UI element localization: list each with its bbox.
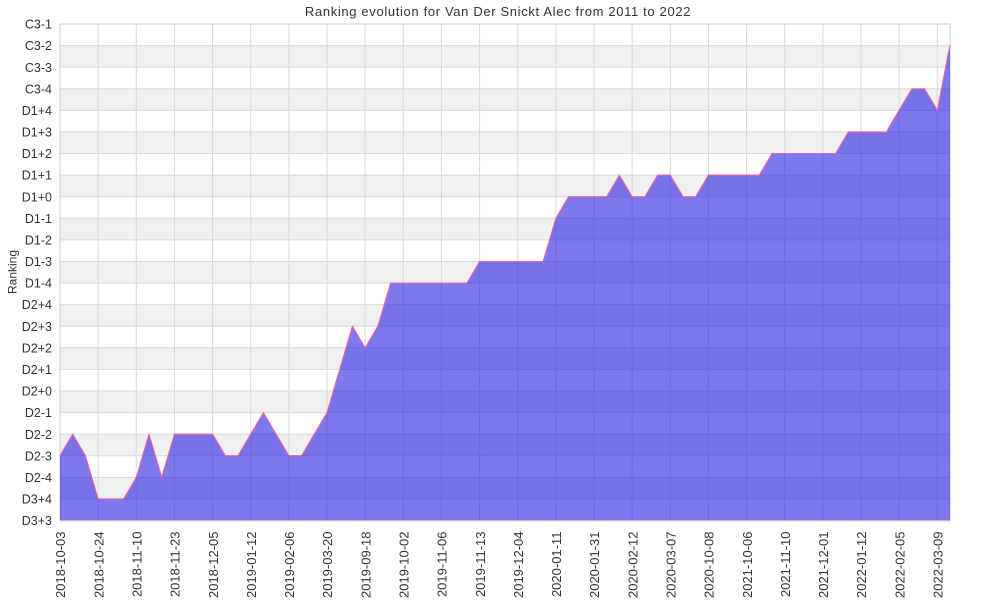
- svg-text:D3+4: D3+4: [22, 493, 52, 507]
- svg-text:Ranking evolution for Van Der: Ranking evolution for Van Der Snickt Ale…: [305, 4, 691, 19]
- svg-text:C3-3: C3-3: [25, 61, 52, 75]
- svg-text:2019-01-12: 2019-01-12: [244, 532, 259, 599]
- svg-text:2018-10-03: 2018-10-03: [53, 532, 68, 599]
- svg-text:C3-2: C3-2: [25, 39, 52, 53]
- svg-text:D2+0: D2+0: [22, 385, 52, 399]
- svg-text:D2+4: D2+4: [22, 298, 52, 312]
- svg-text:D2+3: D2+3: [22, 320, 52, 334]
- svg-text:2020-10-08: 2020-10-08: [702, 532, 717, 599]
- svg-text:C3-1: C3-1: [25, 18, 52, 32]
- svg-text:D3+3: D3+3: [22, 514, 52, 528]
- svg-text:D1-3: D1-3: [25, 255, 52, 269]
- svg-text:2021-12-01: 2021-12-01: [816, 532, 831, 599]
- svg-text:Ranking: Ranking: [6, 250, 20, 294]
- svg-text:2019-11-13: 2019-11-13: [473, 532, 488, 598]
- svg-text:2020-01-11: 2020-01-11: [549, 532, 564, 598]
- svg-text:D1-4: D1-4: [25, 277, 52, 291]
- svg-text:2018-10-24: 2018-10-24: [91, 532, 106, 599]
- svg-text:D1+1: D1+1: [22, 169, 52, 183]
- svg-text:2022-03-09: 2022-03-09: [931, 532, 946, 599]
- svg-text:2021-11-10: 2021-11-10: [778, 532, 793, 598]
- svg-text:2020-03-07: 2020-03-07: [664, 532, 679, 599]
- svg-text:2020-01-31: 2020-01-31: [587, 532, 602, 599]
- svg-text:D1+4: D1+4: [22, 104, 52, 118]
- svg-text:2018-11-23: 2018-11-23: [168, 532, 183, 598]
- svg-text:2019-12-04: 2019-12-04: [511, 532, 526, 599]
- svg-text:2018-12-05: 2018-12-05: [206, 532, 221, 599]
- svg-text:2021-10-06: 2021-10-06: [740, 532, 755, 599]
- svg-text:2019-10-02: 2019-10-02: [397, 532, 412, 599]
- svg-text:2018-11-10: 2018-11-10: [130, 532, 145, 598]
- svg-text:D1+2: D1+2: [22, 147, 52, 161]
- svg-text:D1+0: D1+0: [22, 190, 52, 204]
- svg-text:D1+3: D1+3: [22, 126, 52, 140]
- svg-text:2019-09-18: 2019-09-18: [358, 532, 373, 599]
- svg-text:D2+1: D2+1: [22, 363, 52, 377]
- svg-text:2022-01-12: 2022-01-12: [854, 532, 869, 599]
- svg-text:D2-2: D2-2: [25, 428, 52, 442]
- svg-text:D2-1: D2-1: [25, 406, 52, 420]
- svg-text:D1-2: D1-2: [25, 234, 52, 248]
- svg-text:D2-4: D2-4: [25, 471, 52, 485]
- svg-text:D2-3: D2-3: [25, 449, 52, 463]
- svg-text:2019-02-06: 2019-02-06: [282, 532, 297, 599]
- svg-text:D2+2: D2+2: [22, 341, 52, 355]
- svg-text:2019-11-06: 2019-11-06: [435, 532, 450, 598]
- svg-text:2019-03-20: 2019-03-20: [320, 532, 335, 599]
- svg-text:C3-4: C3-4: [25, 82, 52, 96]
- svg-text:2022-02-05: 2022-02-05: [892, 532, 907, 599]
- svg-text:2020-02-12: 2020-02-12: [625, 532, 640, 599]
- svg-text:D1-1: D1-1: [25, 212, 52, 226]
